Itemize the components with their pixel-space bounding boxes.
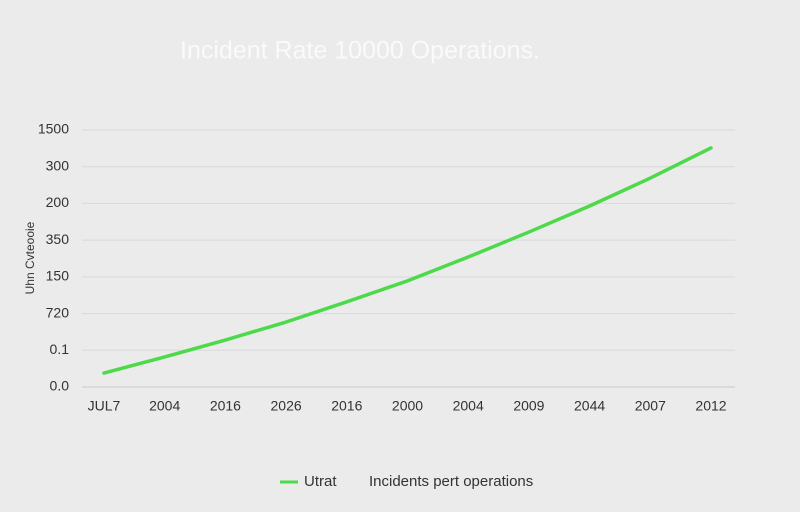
y-tick-label: 720	[46, 304, 70, 320]
x-tick-label: 2004	[149, 398, 180, 414]
y-tick-label: 200	[46, 194, 70, 210]
legend-note: Incidents pert operations	[369, 473, 533, 490]
y-tick-label: 0.0	[50, 378, 70, 394]
y-tick-label: 300	[46, 157, 70, 173]
data-line	[102, 146, 713, 375]
x-tick-label: 2016	[331, 398, 362, 414]
x-tick-label: 2004	[453, 398, 484, 414]
legend-label: Utrat	[304, 473, 337, 490]
y-tick-label: 150	[46, 268, 70, 284]
chart-title: Incident Rate 10000 Operations.	[180, 37, 540, 65]
y-axis-label: Uhn Cvteooie	[23, 221, 37, 294]
x-tick-label: 2044	[574, 398, 605, 414]
x-tick-label: 2026	[271, 398, 302, 414]
x-tick-label: JUL7	[88, 398, 121, 414]
x-tick-label: 2007	[635, 398, 666, 414]
x-tick-label: 2000	[392, 398, 423, 414]
x-tick-label: 2012	[695, 398, 726, 414]
x-tick-label: 2016	[210, 398, 241, 414]
y-tick-label: 1500	[38, 121, 69, 137]
y-tick-label: 0.1	[50, 341, 70, 357]
x-tick-label: 2009	[513, 398, 544, 414]
y-tick-label: 350	[46, 231, 70, 247]
